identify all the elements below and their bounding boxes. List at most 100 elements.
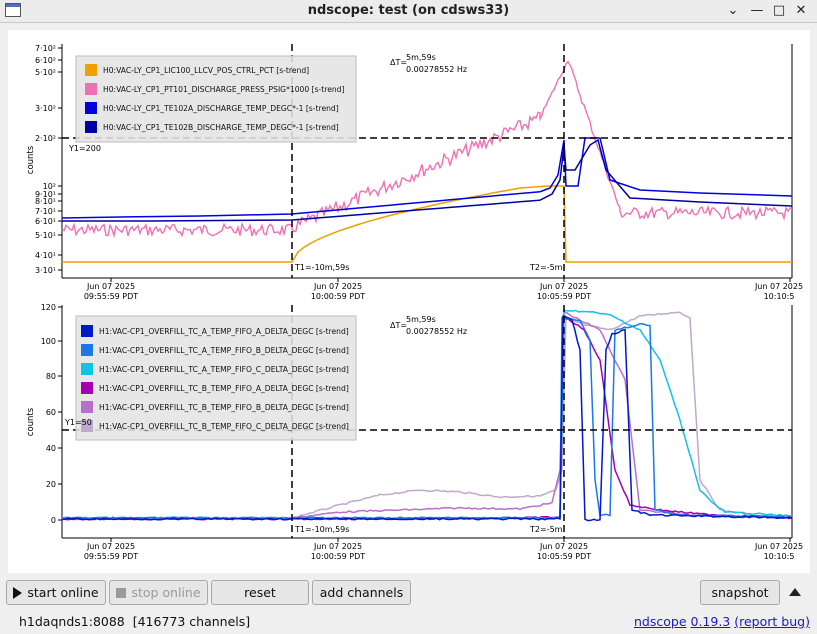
bottom-xtick-time-3: 10:10:5 (764, 552, 795, 561)
chevron-up-icon[interactable] (789, 588, 801, 596)
top-ytick-label: 8·10¹ (35, 197, 56, 206)
legend-swatch (85, 121, 97, 133)
bottom-ytick-label: 80 (46, 372, 56, 381)
bottom-xtick-date-1: Jun 07 2025 (313, 542, 362, 551)
bottom-plot[interactable]: 120 100 80 60 40 20 0 counts H1:VAC-CP1_OVERFI… (26, 303, 793, 539)
top-xtick-date-0: Jun 07 2025 (86, 282, 135, 291)
stop-online-button[interactable]: stop online (109, 580, 208, 605)
chevron-down-icon[interactable]: ⌄ (727, 3, 739, 18)
top-xtick-date-3: Jun 07 2025 (754, 282, 803, 291)
bottom-xtick-time-2: 10:05:59 PDT (537, 552, 591, 561)
top-ytick-label: 5·10¹ (35, 231, 56, 240)
legend-swatch (81, 382, 93, 394)
top-xtick-date-2: Jun 07 2025 (539, 282, 588, 291)
top-t2-label: T2=-5m (529, 263, 563, 272)
bottom-ytick-label: 20 (46, 480, 56, 489)
maximize-icon[interactable]: □ (772, 3, 786, 18)
ndscope-link[interactable]: ndscope (634, 614, 687, 629)
version-link[interactable]: 0.19.3 (690, 614, 731, 629)
reset-button[interactable]: reset (211, 580, 309, 605)
title-bar: ndscope: test (on cdsws33) ⌄ — □ ✕ (0, 0, 817, 23)
top-delta-t-value: 5m,59s (406, 53, 436, 62)
series-te102b (62, 138, 793, 222)
bottom-xtick-date-0: Jun 07 2025 (86, 542, 135, 551)
bottom-series-line (61, 314, 793, 522)
bottom-ytick-label: 100 (41, 337, 56, 346)
legend-item-label: H0:VAC-LY_CP1_PT101_DISCHARGE_PRESS_PSIG… (103, 85, 345, 94)
top-ytick-label: 2·10² (35, 134, 56, 143)
legend-item-label: H1:VAC-CP1_OVERFILL_TC_B_TEMP_FIFO_A_DEL… (99, 384, 349, 393)
snapshot-button[interactable]: snapshot (700, 580, 780, 605)
bottom-xtick-time-1: 10:00:59 PDT (311, 552, 365, 561)
bottom-xtick-time-0: 09:55:59 PDT (84, 552, 138, 561)
bottom-y1-label: Y1=50 (64, 418, 92, 427)
stop-icon (116, 588, 127, 598)
series-llcv-pos (62, 185, 792, 263)
legend-swatch (81, 325, 93, 337)
legend-swatch (81, 344, 93, 356)
bottom-ytick-label: 40 (46, 444, 56, 453)
legend-item-label: H1:VAC-CP1_OVERFILL_TC_A_TEMP_FIFO_B_DEL… (99, 346, 349, 355)
legend-item-label: H1:VAC-CP1_OVERFILL_TC_B_TEMP_FIFO_B_DEL… (99, 403, 349, 412)
top-xtick-time-3: 10:10:5 (764, 292, 795, 301)
bottom-ytick-label: 0 (51, 516, 56, 525)
top-ytick-label: 5·10² (35, 68, 56, 77)
top-ytick-label: 7·10² (35, 44, 56, 53)
play-icon (13, 587, 23, 599)
legend-item-label: H0:VAC-LY_CP1_TE102A_DISCHARGE_TEMP_DEGC… (103, 104, 339, 113)
top-xtick-time-1: 10:00:59 PDT (311, 292, 365, 301)
top-plot[interactable]: 7·10² 6·10² 5·10² 3·10² 2·10² 10²9·10¹8·10¹7·… (26, 44, 793, 279)
top-ylabel: counts (26, 145, 36, 174)
start-online-label: start online (27, 585, 99, 600)
legend-swatch (81, 420, 93, 432)
legend-swatch (85, 64, 97, 76)
stop-online-label: stop online (131, 585, 201, 600)
bottom-delta-t-label: ΔT= (390, 321, 407, 330)
bottom-xtick-date-3: Jun 07 2025 (754, 542, 803, 551)
plot-area[interactable]: 7·10² 6·10² 5·10² 3·10² 2·10² 10² 9·10¹ 8·10¹ 7·… (8, 30, 810, 573)
bottom-t2-label: T2=-5m (529, 525, 563, 534)
server-address: h1daqnds1:8088 (19, 614, 125, 629)
legend-item-label: H0:VAC-LY_CP1_LIC100_LLCV_POS_CTRL_PCT [… (103, 66, 309, 75)
top-ytick-label: 6·10¹ (35, 217, 56, 226)
add-channels-button[interactable]: add channels (312, 580, 411, 605)
bottom-ytick-label: 60 (46, 408, 56, 417)
legend-item-label: H1:VAC-CP1_OVERFILL_TC_B_TEMP_FIFO_C_DEL… (99, 422, 349, 431)
top-delta-t-freq: 0.00278552 Hz (406, 65, 467, 74)
top-ytick-label: 7·10¹ (35, 207, 56, 216)
start-online-button[interactable]: start online (6, 580, 106, 605)
bottom-ytick-label: 120 (41, 303, 56, 312)
top-ytick-label: 4·10¹ (35, 251, 56, 260)
top-xtick-date-1: Jun 07 2025 (313, 282, 362, 291)
bottom-legend (75, 315, 357, 441)
top-xtick-time-0: 09:55:59 PDT (84, 292, 138, 301)
top-xtick-time-2: 10:05:59 PDT (537, 292, 591, 301)
channel-count: [416773 channels] (132, 614, 251, 629)
window-icon[interactable] (5, 3, 21, 17)
legend-swatch (85, 83, 97, 95)
legend-swatch (81, 401, 93, 413)
minimize-icon[interactable]: — (750, 3, 764, 18)
bottom-xtick-date-2: Jun 07 2025 (539, 542, 588, 551)
top-x-axis: Jun 07 2025 09:55:59 PDT Jun 07 2025 10:… (84, 278, 803, 301)
top-ytick-label: 10² (43, 182, 56, 191)
legend-swatch (85, 102, 97, 114)
bottom-ylabel: counts (26, 407, 36, 436)
window-title: ndscope: test (on cdsws33) (307, 3, 510, 18)
report-bug-link[interactable]: (report bug) (734, 614, 810, 629)
top-ytick-label: 3·10² (35, 104, 56, 113)
top-ytick-label: 6·10² (35, 56, 56, 65)
bottom-delta-t-value: 5m,59s (406, 315, 436, 324)
top-t1-label: T1=-10m,59s (294, 263, 349, 272)
bottom-delta-t-freq: 0.00278552 Hz (406, 327, 467, 336)
close-icon[interactable]: ✕ (795, 3, 807, 18)
series-te102a (61, 137, 793, 219)
legend-item-label: H1:VAC-CP1_OVERFILL_TC_A_TEMP_FIFO_C_DEL… (99, 365, 349, 374)
status-server: h1daqnds1:8088 [416773 channels] (19, 614, 250, 629)
top-legend (75, 55, 357, 143)
top-delta-t-label: ΔT= (390, 58, 407, 67)
bottom-t1-label: T1=-10m,59s (294, 525, 349, 534)
series-discharge-press (61, 60, 793, 239)
status-version: ndscope 0.19.3 (report bug) (634, 614, 810, 629)
legend-item-label: H1:VAC-CP1_OVERFILL_TC_A_TEMP_FIFO_A_DEL… (99, 327, 349, 336)
